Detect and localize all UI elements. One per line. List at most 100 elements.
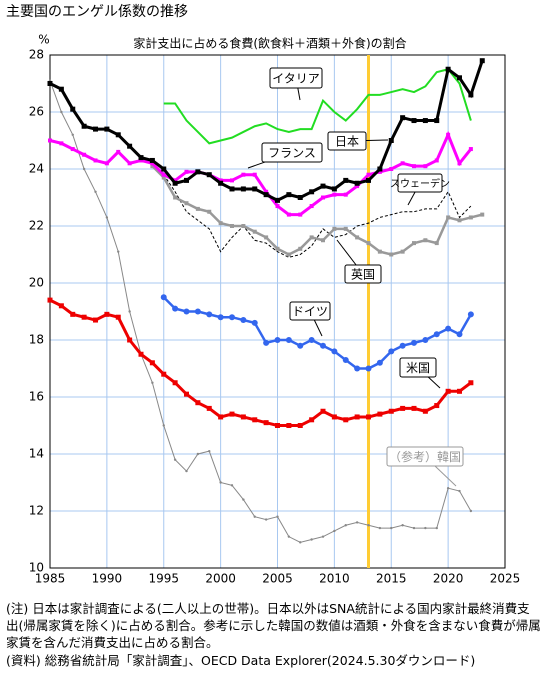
point: [218, 178, 223, 183]
point: [365, 365, 372, 372]
point: [389, 167, 394, 171]
point: [457, 161, 462, 166]
point: [479, 58, 485, 64]
point: [446, 215, 451, 220]
point: [343, 177, 349, 183]
point: [456, 331, 463, 338]
point: [388, 138, 394, 143]
point: [366, 177, 371, 183]
point: [71, 133, 74, 136]
callout-box: [399, 357, 437, 378]
point: [253, 515, 256, 518]
point: [388, 408, 394, 414]
point: [400, 115, 406, 121]
point: [331, 414, 337, 420]
point: [457, 388, 462, 394]
point: [161, 166, 167, 172]
point: [195, 169, 201, 175]
point: [297, 195, 303, 200]
y-tick-label: 20: [29, 276, 44, 290]
legend-label: イタリア: [272, 72, 320, 86]
point: [354, 365, 361, 372]
point: [388, 348, 395, 355]
point: [173, 458, 177, 461]
point: [309, 417, 315, 423]
point: [116, 149, 121, 154]
point: [172, 180, 178, 186]
y-tick-label: 10: [29, 561, 44, 575]
x-tick-label: 2010: [319, 572, 350, 586]
point: [399, 342, 406, 349]
point: [355, 184, 360, 189]
point: [422, 408, 428, 414]
point: [275, 204, 280, 209]
callout-box: [269, 67, 323, 89]
point: [81, 314, 87, 320]
point: [117, 250, 120, 253]
point: [320, 183, 326, 189]
point: [127, 161, 132, 166]
point: [206, 405, 212, 411]
point: [172, 380, 178, 386]
x-tick-label: 2015: [376, 572, 407, 586]
point: [208, 449, 211, 453]
point: [297, 342, 304, 349]
y-tick-label: 14: [29, 447, 44, 461]
legend-label: スウェーデン: [390, 177, 450, 190]
point: [218, 221, 223, 226]
point: [104, 311, 110, 317]
point: [184, 169, 189, 174]
point: [115, 314, 121, 320]
source: (資料) 総務省統計局「家計調査」、OECD Data Explorer(202…: [6, 653, 476, 668]
point: [151, 381, 154, 384]
callout-box: [289, 301, 331, 321]
point: [378, 526, 382, 530]
point: [206, 311, 213, 318]
point: [299, 541, 302, 544]
point: [173, 195, 178, 200]
point: [184, 177, 189, 183]
chart: 主要国のエンゲル係数の推移 家計支出に占める食費(飲食料＋酒類＋外食)の割合 %…: [6, 4, 521, 586]
point: [183, 308, 190, 315]
point: [332, 226, 337, 231]
point: [263, 192, 269, 198]
point: [400, 161, 405, 166]
point: [206, 172, 212, 178]
point: [104, 161, 109, 166]
x-tick-label: 2000: [205, 572, 236, 586]
point: [275, 423, 280, 428]
point: [59, 141, 64, 146]
point: [128, 310, 131, 313]
point: [229, 314, 235, 321]
point: [434, 158, 439, 163]
point: [400, 405, 406, 411]
legend-label: 米国: [406, 361, 430, 375]
y-tick-label: 18: [29, 333, 44, 347]
point: [252, 417, 258, 423]
point: [309, 235, 314, 240]
point: [93, 158, 98, 163]
point: [457, 75, 462, 81]
y-tick-label: 28: [29, 48, 44, 62]
point: [434, 241, 439, 246]
point: [286, 212, 291, 217]
x-tick-label: 2020: [433, 572, 464, 586]
point: [274, 337, 281, 343]
point: [354, 180, 360, 186]
point: [400, 249, 405, 254]
point: [366, 414, 371, 420]
point: [240, 186, 246, 192]
y-tick-label: 24: [29, 162, 44, 176]
point: [467, 311, 474, 318]
point: [446, 132, 451, 137]
point: [366, 241, 371, 246]
x-tick-label: 1990: [92, 572, 123, 586]
point: [389, 252, 394, 257]
point: [127, 337, 133, 343]
point: [308, 337, 315, 343]
legend-label: 英国: [351, 268, 375, 282]
point: [423, 164, 428, 169]
point: [240, 414, 246, 420]
point: [376, 359, 383, 366]
x-tick-label: 2025: [490, 572, 521, 586]
